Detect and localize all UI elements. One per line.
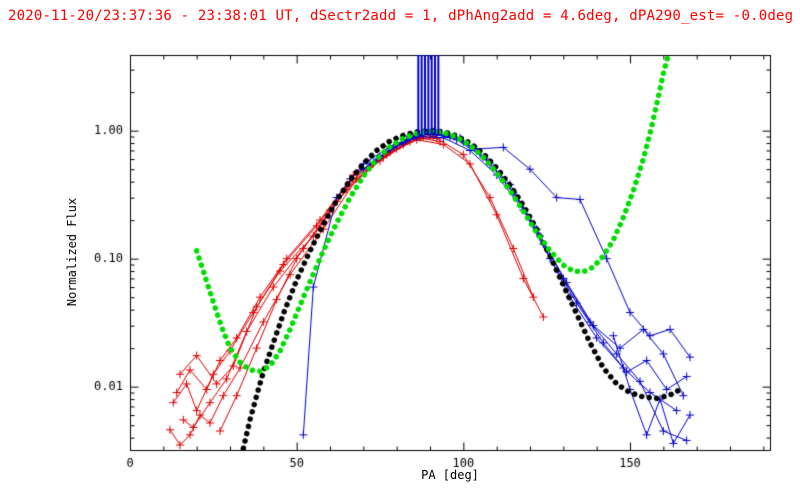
x-axis-label: PA [deg]: [421, 468, 479, 482]
plot-title: 2020-11-20/23:37:36 - 23:38:01 UT, dSect…: [8, 8, 794, 24]
y-axis-label: Normalized Flux: [65, 197, 79, 307]
